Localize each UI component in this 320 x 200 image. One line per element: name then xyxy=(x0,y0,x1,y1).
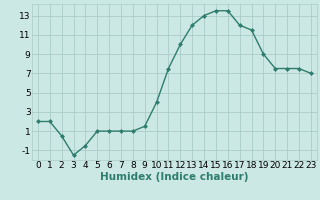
X-axis label: Humidex (Indice chaleur): Humidex (Indice chaleur) xyxy=(100,172,249,182)
